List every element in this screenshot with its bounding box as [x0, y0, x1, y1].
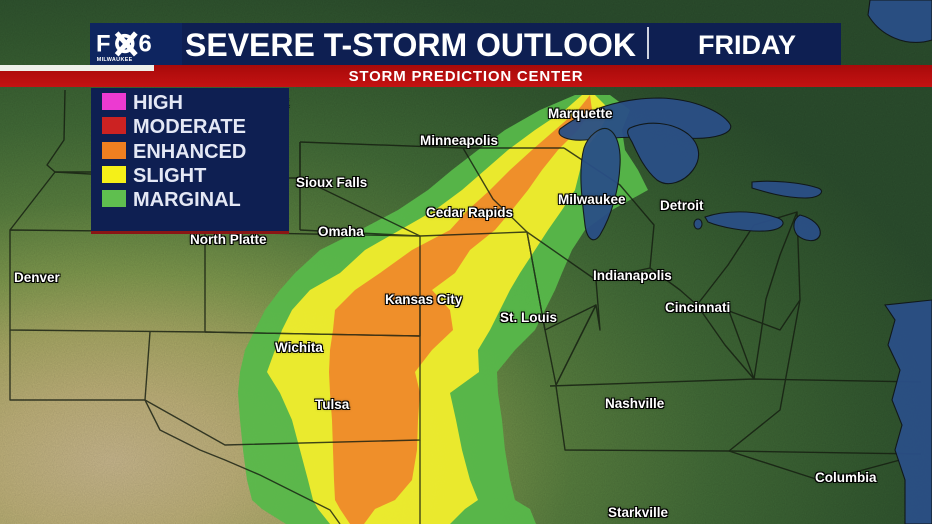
svg-text:MILWAUKEE: MILWAUKEE [97, 57, 133, 63]
svg-text:F: F [96, 30, 110, 57]
svg-text:6: 6 [138, 30, 151, 57]
